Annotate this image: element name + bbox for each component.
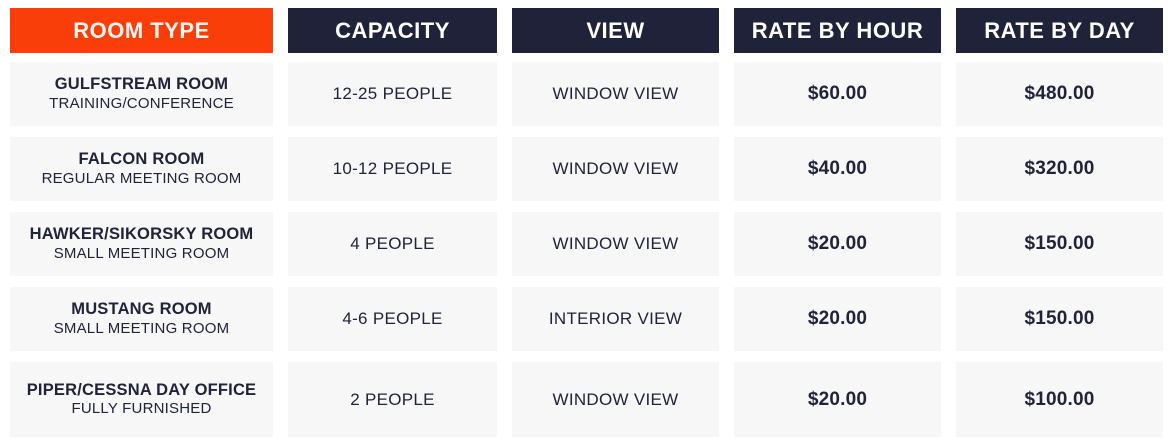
table-header-row: ROOM TYPE CAPACITY VIEW RATE BY HOUR RAT… [0, 0, 1172, 53]
rate-hour-value: $20.00 [807, 233, 868, 254]
cell-room-type: PIPER/CESSNA DAY OFFICE FULLY FURNISHED [10, 362, 273, 437]
capacity-value: 10-12 PEOPLE [332, 159, 453, 178]
cell-room-type: HAWKER/SIKORSKY ROOM SMALL MEETING ROOM [10, 212, 273, 276]
column-header-rate-by-hour[interactable]: RATE BY HOUR [734, 8, 941, 53]
cell-view: WINDOW VIEW [512, 62, 719, 126]
rate-day-value: $480.00 [1024, 83, 1095, 104]
cell-rate-by-day: $320.00 [956, 137, 1163, 201]
cell-rate-by-hour: $40.00 [734, 137, 941, 201]
cell-rate-by-hour: $60.00 [734, 62, 941, 126]
cell-capacity: 2 PEOPLE [288, 362, 497, 437]
rate-hour-value: $60.00 [807, 83, 868, 104]
cell-view: WINDOW VIEW [512, 212, 719, 276]
table-row[interactable]: GULFSTREAM ROOM TRAINING/CONFERENCE 12-2… [10, 62, 1165, 126]
cell-rate-by-hour: $20.00 [734, 362, 941, 437]
column-header-room-type[interactable]: ROOM TYPE [10, 8, 273, 53]
cell-room-type: GULFSTREAM ROOM TRAINING/CONFERENCE [10, 62, 273, 126]
column-header-room-type-label: ROOM TYPE [73, 17, 210, 43]
column-header-capacity[interactable]: CAPACITY [288, 8, 497, 53]
rate-hour-value: $20.00 [807, 388, 868, 410]
room-subtitle: REGULAR MEETING ROOM [41, 169, 242, 187]
table-row[interactable]: HAWKER/SIKORSKY ROOM SMALL MEETING ROOM … [10, 212, 1165, 276]
cell-rate-by-day: $150.00 [956, 212, 1163, 276]
cell-rate-by-day: $150.00 [956, 287, 1163, 351]
rate-hour-value: $20.00 [807, 308, 868, 329]
cell-rate-by-day: $480.00 [956, 62, 1163, 126]
capacity-value: 2 PEOPLE [350, 389, 435, 409]
rate-day-value: $100.00 [1024, 388, 1095, 410]
cell-view: WINDOW VIEW [512, 362, 719, 437]
capacity-value: 4-6 PEOPLE [342, 309, 443, 328]
cell-room-type: MUSTANG ROOM SMALL MEETING ROOM [10, 287, 273, 351]
rate-hour-value: $40.00 [807, 158, 868, 179]
table-body: GULFSTREAM ROOM TRAINING/CONFERENCE 12-2… [0, 53, 1172, 439]
room-subtitle: FULLY FURNISHED [71, 400, 212, 418]
cell-capacity: 10-12 PEOPLE [288, 137, 497, 201]
room-name: MUSTANG ROOM [71, 300, 212, 319]
column-header-view-label: VIEW [586, 17, 645, 43]
cell-capacity: 4-6 PEOPLE [288, 287, 497, 351]
cell-rate-by-day: $100.00 [956, 362, 1163, 437]
room-name: HAWKER/SIKORSKY ROOM [29, 225, 254, 244]
capacity-value: 4 PEOPLE [350, 234, 435, 253]
view-value: WINDOW VIEW [552, 234, 679, 253]
cell-room-type: FALCON ROOM REGULAR MEETING ROOM [10, 137, 273, 201]
cell-rate-by-hour: $20.00 [734, 287, 941, 351]
table-row[interactable]: FALCON ROOM REGULAR MEETING ROOM 10-12 P… [10, 137, 1165, 201]
room-subtitle: SMALL MEETING ROOM [53, 244, 230, 262]
view-value: WINDOW VIEW [552, 159, 679, 178]
cell-capacity: 4 PEOPLE [288, 212, 497, 276]
rate-day-value: $320.00 [1024, 158, 1095, 179]
column-header-rate-by-day[interactable]: RATE BY DAY [956, 8, 1163, 53]
cell-view: WINDOW VIEW [512, 137, 719, 201]
column-header-rate-by-hour-label: RATE BY HOUR [751, 17, 924, 43]
table-row[interactable]: MUSTANG ROOM SMALL MEETING ROOM 4-6 PEOP… [10, 287, 1165, 351]
cell-view: INTERIOR VIEW [512, 287, 719, 351]
view-value: INTERIOR VIEW [548, 309, 683, 328]
cell-capacity: 12-25 PEOPLE [288, 62, 497, 126]
room-name: FALCON ROOM [78, 150, 205, 169]
table-row[interactable]: PIPER/CESSNA DAY OFFICE FULLY FURNISHED … [10, 362, 1165, 437]
cell-rate-by-hour: $20.00 [734, 212, 941, 276]
view-value: WINDOW VIEW [552, 84, 679, 103]
column-header-view[interactable]: VIEW [512, 8, 719, 53]
column-header-capacity-label: CAPACITY [335, 17, 450, 43]
rate-day-value: $150.00 [1024, 233, 1095, 254]
room-subtitle: TRAINING/CONFERENCE [49, 94, 234, 112]
column-header-rate-by-day-label: RATE BY DAY [984, 17, 1135, 43]
room-name: PIPER/CESSNA DAY OFFICE [26, 380, 257, 399]
room-name: GULFSTREAM ROOM [54, 75, 229, 94]
rate-day-value: $150.00 [1024, 308, 1095, 329]
view-value: WINDOW VIEW [552, 389, 679, 409]
room-subtitle: SMALL MEETING ROOM [53, 319, 230, 337]
capacity-value: 12-25 PEOPLE [332, 84, 453, 103]
